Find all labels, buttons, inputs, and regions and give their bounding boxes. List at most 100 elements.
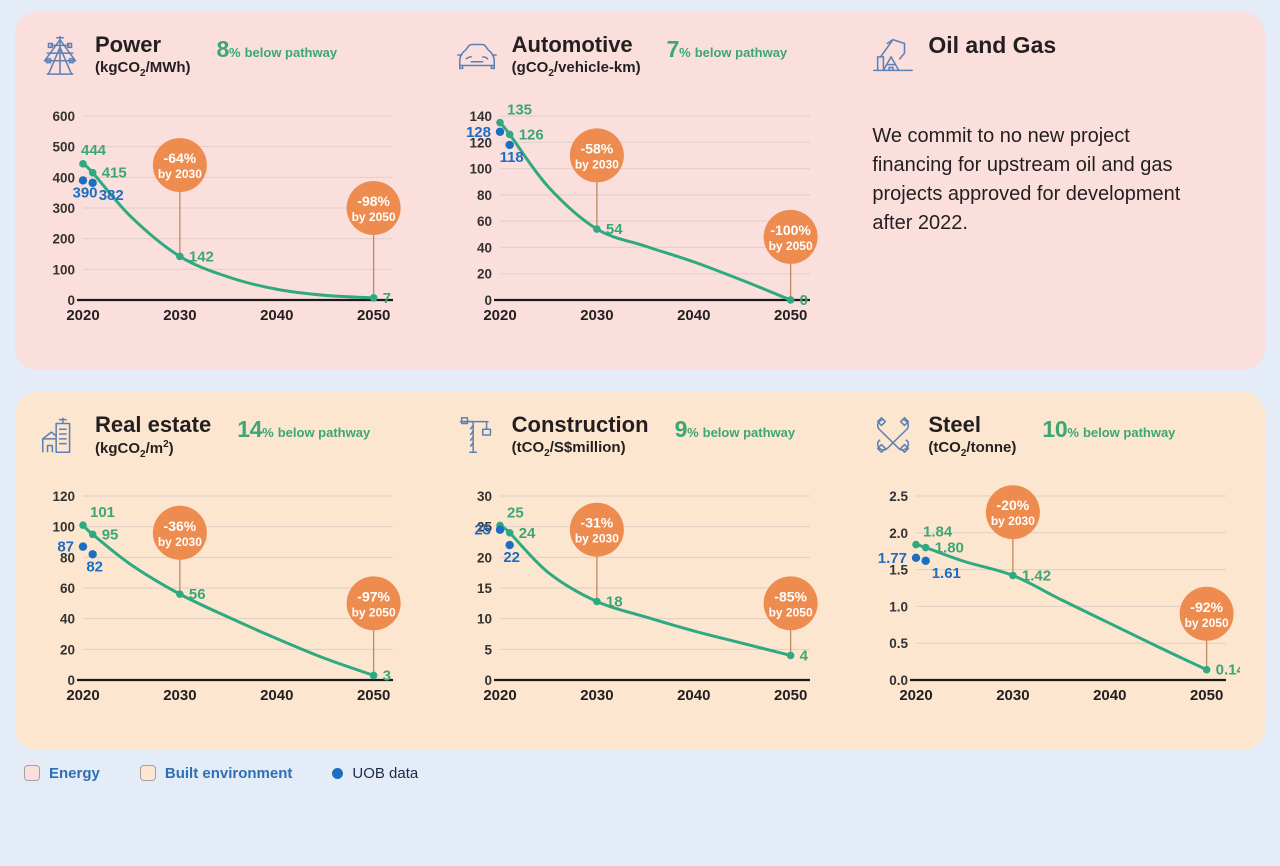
data-point-label: 390 [72,184,97,201]
y-axis-tick-label: 1.5 [890,563,909,578]
below-pathway-value: 9 [674,416,688,442]
x-axis-tick-label: 2020 [483,687,516,704]
y-axis-tick-label: 60 [60,581,75,596]
y-axis-tick-label: 20 [477,550,492,565]
oil-pump-jack-icon [870,32,916,78]
data-point-label: 18 [606,593,623,610]
card-titles: Real estate (kgCO2/m2) [95,412,211,461]
annotation-year-label: by 2030 [575,532,619,546]
legend-label-built-environment: Built environment [164,764,293,782]
legend-item-uob-data: UOB data [332,765,418,782]
annotation-year-label: by 2030 [575,157,619,171]
pathway-data-point [369,294,378,302]
data-point-label: 0 [799,292,807,309]
pathway-data-point [176,252,184,261]
legend-swatch-row: Energy Built environment UOB data [24,756,1280,790]
data-point-label: 142 [189,248,214,265]
annotation-reduction-label: -20% [997,497,1030,513]
below-pathway-text: below pathway [277,425,371,440]
card-automotive: Automotive (gCO2/vehicle-km) 7 % below p… [432,12,849,370]
below-pathway-text: below pathway [694,45,788,60]
y-axis-tick-label: 0.5 [890,636,909,651]
uob-data-point [505,140,514,150]
card-real-estate: Real estate (kgCO2/m2) 14 % below pathwa… [15,392,432,750]
sector-unit: (gCO2/vehicle-km) [511,58,641,79]
x-axis-tick-label: 2040 [677,687,710,704]
pathway-data-point [592,597,601,606]
x-axis-tick-label: 2040 [1093,687,1126,704]
card-header: Real estate (kgCO2/m2) 14 % below pathwa… [37,412,420,474]
x-axis-tick-label: 2050 [774,687,807,704]
pathway-data-point [495,118,504,127]
data-point-label: 415 [102,165,127,182]
card-steel: Steel (tCO2/tonne) 10 % below pathway 0.… [848,392,1265,750]
pathway-data-point [88,168,97,177]
annotation-bubble [986,485,1041,540]
y-axis-tick-label: 60 [477,214,492,229]
annotation-bubble [152,138,207,193]
data-point-label: 25 [474,522,491,539]
sector-name: Real estate [95,412,212,437]
annotation-year-label: by 2050 [352,605,396,619]
below-pathway-percent: % [687,425,699,440]
x-axis-tick-label: 2020 [900,687,933,704]
legend-label-uob-data: UOB data [352,764,419,782]
car-icon [454,32,500,78]
card-titles: Power (kgCO2/MWh) [95,32,191,80]
crossed-wrenches-icon [870,412,916,458]
x-axis-tick-label: 2020 [483,307,516,324]
pathway-line [81,523,376,677]
oil-gas-commitment-text: We commit to no new project financing fo… [872,125,1181,234]
below-pathway-badge: 8 % below pathway [217,32,338,63]
data-point-label: 3 [383,667,391,684]
annotation-bubble [763,209,818,264]
card-titles: Construction (tCO2/S$million) [512,412,649,460]
y-axis-tick-label: 10 [477,612,492,627]
y-axis-tick-label: 25 [477,520,493,535]
data-point-label: 135 [507,102,532,119]
annotation-reduction-label: -92% [1191,599,1224,615]
card-construction: Construction (tCO2/S$million) 9 % below … [432,392,849,750]
data-point-label: 54 [606,221,623,238]
y-axis-tick-label: 200 [52,232,75,247]
sector-name: Oil and Gas [928,32,1057,58]
annotation-year-label: by 2050 [1185,616,1229,630]
chart-real-estate: 0 20 40 60 80 100 120 2020 2030 2040 2050 -36% by 20… [37,480,420,710]
annotation-bubble [152,505,207,560]
data-point-label: 56 [189,586,206,603]
legend-item-energy: Energy [24,765,100,782]
y-axis-tick-label: 120 [469,135,492,150]
below-pathway-value: 14 [237,416,263,442]
panel-built-environment: Real estate (kgCO2/m2) 14 % below pathwa… [15,392,1265,750]
x-axis-tick-label: 2020 [66,307,99,324]
pathway-data-point [922,543,930,552]
below-pathway-percent: % [1067,425,1079,440]
x-axis-tick-label: 2030 [997,687,1030,704]
data-point-label: 382 [99,187,124,204]
annotation-reduction-label: -97% [357,588,390,604]
annotation-reduction-label: -85% [774,588,807,604]
uob-data-point [505,540,514,550]
below-pathway-value: 10 [1042,416,1068,442]
data-point-label: 1.77 [878,550,907,567]
y-axis-tick-label: 2.0 [890,526,909,541]
uob-data-point [78,176,88,185]
y-axis-tick-label: 120 [52,489,75,504]
pathway-data-point [505,529,514,537]
x-axis-tick-label: 2030 [163,687,196,704]
pathway-data-point [592,225,601,233]
x-axis-tick-label: 2050 [357,687,390,704]
x-axis-tick-label: 2020 [66,687,99,704]
annotation-bubble [763,576,818,631]
pathway-data-point [786,296,795,304]
y-axis-tick-label: 80 [60,550,75,565]
x-axis-tick-label: 2040 [260,307,293,324]
crane-icon [454,412,500,458]
sector-unit: (tCO2/S$million) [511,438,626,459]
y-axis-tick-label: 30 [477,489,492,504]
x-axis-tick-label: 2030 [580,687,613,704]
sector-name: Steel [928,412,981,437]
built-environment-swatch-icon [139,765,156,781]
